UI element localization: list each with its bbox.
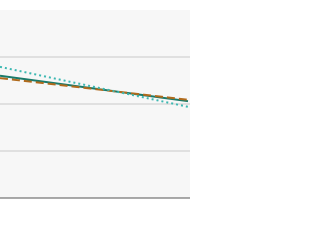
line-series — [0, 65, 189, 108]
chart — [0, 56, 190, 199]
page: (() => { const data = JSON.parse(documen… — [0, 56, 190, 199]
line-series — [0, 77, 189, 101]
